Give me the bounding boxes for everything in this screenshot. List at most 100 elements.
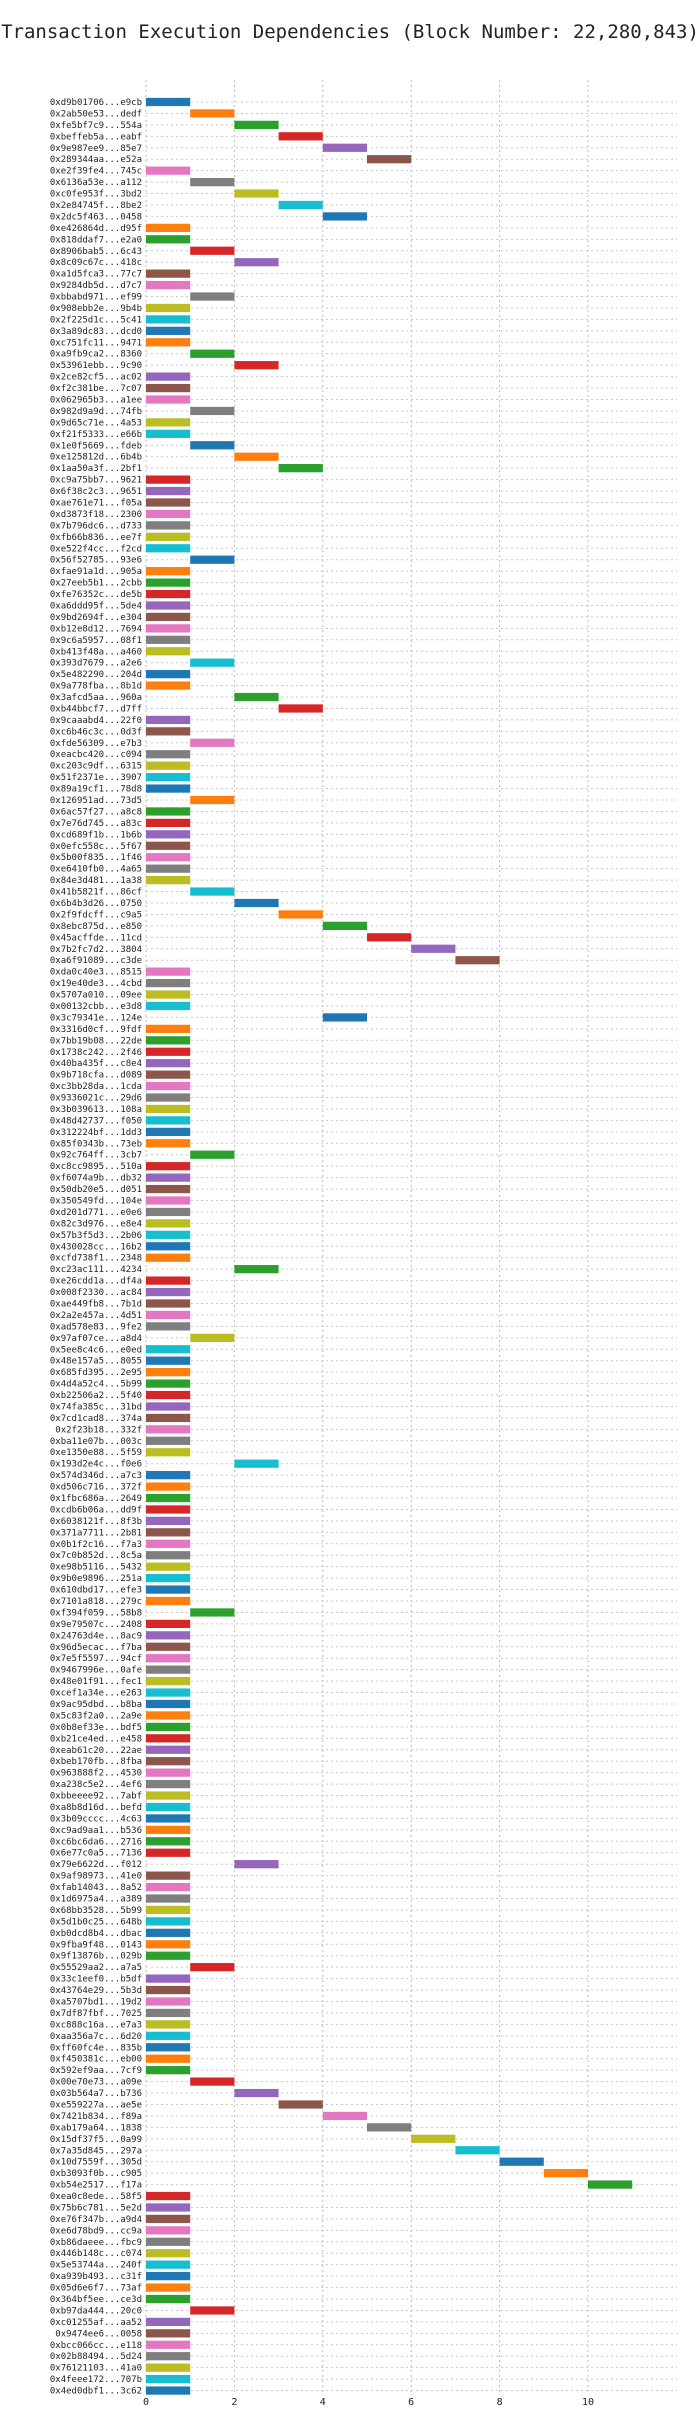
transaction-label: 0x0b8ef33e...bdf5 (50, 1723, 142, 1733)
execution-bar (146, 1711, 191, 1720)
transaction-label: 0x9e79507c...2408 (50, 1620, 142, 1630)
execution-bar (499, 2157, 544, 2166)
transaction-label: 0xd201d771...e0e6 (50, 1208, 142, 1218)
execution-bar (411, 2134, 456, 2143)
x-tick-label: 8 (497, 2397, 503, 2408)
transaction-label: 0xa6ddd95f...5de4 (50, 601, 142, 611)
transaction-label: 0x2f9fdcff...c9a5 (50, 910, 142, 920)
execution-bar (146, 1848, 191, 1857)
execution-bar (146, 2191, 191, 2201)
execution-bar (190, 738, 235, 747)
transaction-label: 0xb97da444...20c0 (50, 2306, 142, 2316)
execution-bar (146, 2329, 191, 2338)
transaction-label: 0x446b148c...c074 (50, 2249, 142, 2259)
execution-bar (146, 784, 191, 793)
transaction-label: 0xc01255af...aa52 (50, 2318, 142, 2328)
transaction-label: 0xc6bc6da6...2716 (50, 1837, 142, 1847)
execution-bar (146, 612, 191, 622)
execution-bar (146, 1093, 191, 1102)
transaction-label: 0xe98b5116...5432 (50, 1563, 142, 1573)
transaction-label: 0x3c79341e...124e (50, 1013, 142, 1023)
transaction-label: 0xcdb6b06a...dd9f (50, 1505, 142, 1515)
transaction-label: 0x41b5821f...86cf (50, 888, 142, 898)
x-axis: 0 2 4 6 8 10 (143, 2397, 594, 2408)
execution-bar (146, 1974, 191, 1983)
transaction-label: 0x6ac57f27...a8c8 (50, 807, 142, 817)
transaction-label: 0x84e3d481...1a38 (50, 876, 142, 886)
execution-bar (146, 1482, 191, 1491)
transaction-label: 0xe2f39fe4...745c (50, 167, 142, 177)
execution-bar (146, 2054, 191, 2063)
execution-bar (322, 143, 367, 152)
transaction-label: 0x1738c242...2f46 (50, 1048, 142, 1058)
transaction-label: 0x43764e29...5b3d (50, 1986, 142, 1996)
execution-bar (146, 1871, 191, 1880)
execution-bar (146, 544, 191, 553)
transaction-label: 0x9e987ee9...85e7 (50, 144, 142, 154)
execution-bar (278, 2100, 323, 2109)
execution-bar (146, 2249, 191, 2258)
transaction-label: 0x75b6c781...5e2d (50, 2203, 142, 2213)
transaction-label: 0x6038121f...8f3b (50, 1517, 142, 1527)
execution-bar (146, 875, 191, 885)
execution-bar (146, 1631, 191, 1640)
execution-bar (146, 1505, 191, 1514)
transaction-label: 0xe76f347b...a9d4 (50, 2215, 142, 2225)
execution-bar (146, 864, 191, 873)
transaction-label: 0x9a778fba...8b1d (50, 682, 142, 692)
execution-bar (146, 1734, 191, 1743)
transaction-label: 0x062965b3...a1ee (50, 396, 142, 406)
execution-bar (146, 372, 191, 381)
transaction-label: 0xbeb170fb...8fba (50, 1757, 142, 1767)
transaction-label: 0xda0c40e3...8515 (50, 968, 142, 978)
transaction-label: 0xfae91a1d...905a (50, 567, 142, 577)
transaction-label: 0x7c0b852d...8c5a (50, 1551, 142, 1561)
execution-bar (234, 898, 279, 908)
transaction-label: 0x24763d4e...8ac9 (50, 1631, 142, 1641)
transaction-label: 0x371a7711...2b81 (50, 1528, 142, 1538)
execution-bar (190, 887, 235, 896)
execution-bar (146, 1436, 191, 1445)
execution-bar (146, 1242, 191, 1251)
transaction-label: 0x2ab50e53...dedf (50, 109, 142, 119)
execution-bar (146, 1539, 191, 1548)
execution-bar (146, 498, 191, 507)
transaction-label: 0x5e482290...204d (50, 670, 142, 680)
transaction-label: 0x5ee8c4c6...e0ed (50, 1345, 142, 1355)
transaction-label: 0x592ef9aa...7cf9 (50, 2066, 142, 2076)
transaction-label: 0x03b564a7...b736 (50, 2089, 142, 2099)
transaction-label: 0x85f0343b...73eb (50, 1139, 142, 1149)
execution-bar (146, 1036, 191, 1045)
transaction-label: 0x1e0f5669...fdeb (50, 441, 142, 451)
transaction-label: 0xf6074a9b...db32 (50, 1174, 142, 1184)
transaction-label: 0x2f23b18...332f (55, 1425, 142, 1435)
execution-bar (234, 120, 279, 130)
execution-bar (234, 452, 279, 461)
execution-bar (146, 2352, 191, 2361)
execution-bar (146, 1104, 191, 1114)
execution-bar (146, 1940, 191, 1949)
transaction-label: 0x97af07ce...a8d4 (50, 1334, 142, 1344)
transaction-label: 0x33c1eef0...b5df (50, 1975, 142, 1985)
execution-bar (146, 978, 191, 988)
execution-bar (146, 429, 191, 438)
transaction-label: 0x9f13876b...029b (50, 1952, 142, 1962)
execution-bar (146, 1081, 191, 1091)
transaction-label: 0x92c764ff...3cb7 (50, 1151, 142, 1161)
execution-bar (322, 1013, 367, 1022)
transaction-label: 0x430028cc...16b2 (50, 1242, 142, 1252)
transaction-label: 0xa238c5e2...4ef6 (50, 1780, 142, 1790)
execution-bar (146, 670, 191, 679)
execution-bar (146, 2340, 191, 2349)
transaction-label: 0xeacbc420...c094 (50, 750, 142, 760)
transaction-label: 0x10d7559f...305d (50, 2158, 142, 2168)
execution-bar (146, 303, 191, 313)
transaction-label: 0x48e01f91...fec1 (50, 1677, 142, 1687)
execution-bar (146, 315, 191, 324)
execution-bar (322, 212, 367, 221)
transaction-label: 0xfb66b836...ee7f (50, 533, 142, 543)
transaction-label: 0x126951ad...73d5 (50, 796, 142, 806)
transaction-label: 0x685fd395...2e95 (50, 1368, 142, 1378)
